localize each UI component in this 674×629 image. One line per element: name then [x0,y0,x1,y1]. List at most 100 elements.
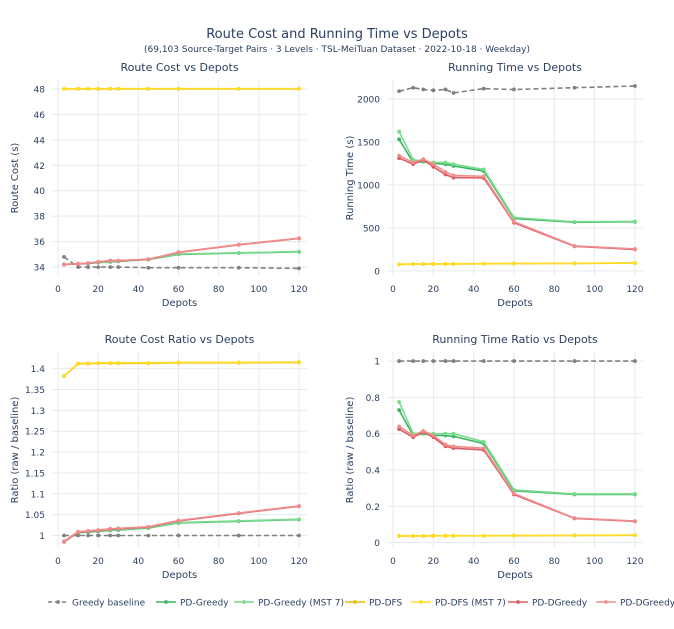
data-point [512,359,516,363]
data-point [411,262,416,266]
data-point [451,359,456,363]
data-point [397,89,401,94]
data-point [86,361,91,366]
legend-label: PD-Greedy [180,599,229,609]
x-tick-label: 120 [290,557,307,567]
y-tick-label: 42 [34,162,45,172]
series-pd_dfs_mst [397,533,637,538]
data-point [62,539,66,544]
series-line [398,154,635,250]
data-point [76,533,81,538]
y-tick-label: 1.35 [25,386,45,396]
series-pd_dgreedy_mst [62,236,301,267]
subplot-title: Running Time vs Depots [448,61,582,74]
data-point [443,359,448,363]
legend-item-pd_greedy: PD-Greedy [156,599,229,609]
data-point [76,86,81,91]
data-point [397,400,401,404]
data-point [481,359,486,363]
x-axis-label: Depots [497,570,532,581]
legend-label: PD-DGreedy [532,599,588,609]
y-tick-label: 500 [363,224,380,234]
data-point [481,533,486,538]
data-point [236,265,241,270]
data-point [62,255,66,259]
data-point [481,174,486,179]
data-point [146,360,151,365]
y-tick-label: 34 [34,264,46,274]
y-tick-label: 1.1 [31,490,45,500]
data-point [76,361,81,366]
data-point [108,533,113,538]
data-point [86,86,91,91]
x-tick-label: 80 [213,557,225,567]
data-point [481,86,486,91]
x-tick-label: 20 [428,557,440,567]
x-tick-label: 0 [390,557,396,567]
subplot-time_ratio: 0 0.2 0.4 0.6 0.8 1 0 20 40 60 80 100 120 Running Tim… [345,333,644,581]
x-tick-label: 20 [92,285,104,295]
series-line [399,262,635,265]
series-line [398,138,635,224]
y-tick-label: 1.05 [25,511,45,521]
legend-label: Greedy baseline [72,599,146,609]
data-point [512,87,516,92]
subplot-cost: 34 36 38 40 42 44 46 48 0 20 40 60 80 100 120 Route Cos… [10,61,308,309]
data-point [443,160,448,165]
data-point [451,162,456,167]
x-tick-label: 60 [173,557,185,567]
data-point [76,265,81,269]
data-point [512,533,516,538]
y-tick-label: 36 [34,238,46,248]
data-point [431,261,436,266]
y-axis-label: Route Cost (s) [10,143,21,214]
data-point [62,86,66,91]
x-tick-label: 0 [55,285,61,295]
page-title: Route Cost and Running Time vs Depots [206,27,468,42]
y-tick-label: 0.6 [366,430,381,440]
legend-marker [604,600,608,604]
data-point [512,215,516,220]
y-axis-label: Ratio (raw / baseline) [345,397,356,504]
data-point [572,244,577,248]
data-point [62,373,66,378]
series-pd_dgreedy_mst [62,503,301,544]
x-tick-label: 120 [290,285,307,295]
y-tick-label: 38 [34,213,46,223]
data-point [397,137,401,142]
data-point [572,219,577,224]
x-tick-label: 0 [55,557,61,567]
data-point [86,533,91,538]
x-tick-label: 40 [468,285,480,295]
data-point [572,359,577,363]
x-tick-label: 120 [626,285,643,295]
x-tick-label: 100 [586,557,603,567]
data-point [481,261,486,266]
y-tick-label: 40 [34,187,46,197]
data-point [431,162,436,167]
data-point [397,129,401,134]
y-tick-label: 46 [34,111,46,121]
legend-label: PD-DGreedy (MST 7) [620,599,674,609]
data-point [146,257,151,262]
y-tick-label: 1 [374,358,380,368]
data-point [108,258,113,263]
legend-marker [242,600,246,604]
legend-label: PD-Greedy (MST 7) [258,599,344,609]
data-point [176,360,181,365]
series-line [398,409,635,496]
data-point [411,160,416,165]
data-point [633,533,637,538]
data-point [108,526,113,531]
legend-label: PD-DFS [369,599,403,609]
data-point [397,408,401,412]
data-point [397,427,401,432]
data-point [76,529,81,534]
data-point [146,86,151,91]
series-line [398,131,635,223]
subplot-cost_ratio: 1 1.05 1.1 1.15 1.2 1.25 1.3 1.35 1.4 0 20 40 60 80 10… [10,333,308,581]
data-point [397,424,401,429]
data-point [633,261,637,265]
data-point [572,492,577,496]
